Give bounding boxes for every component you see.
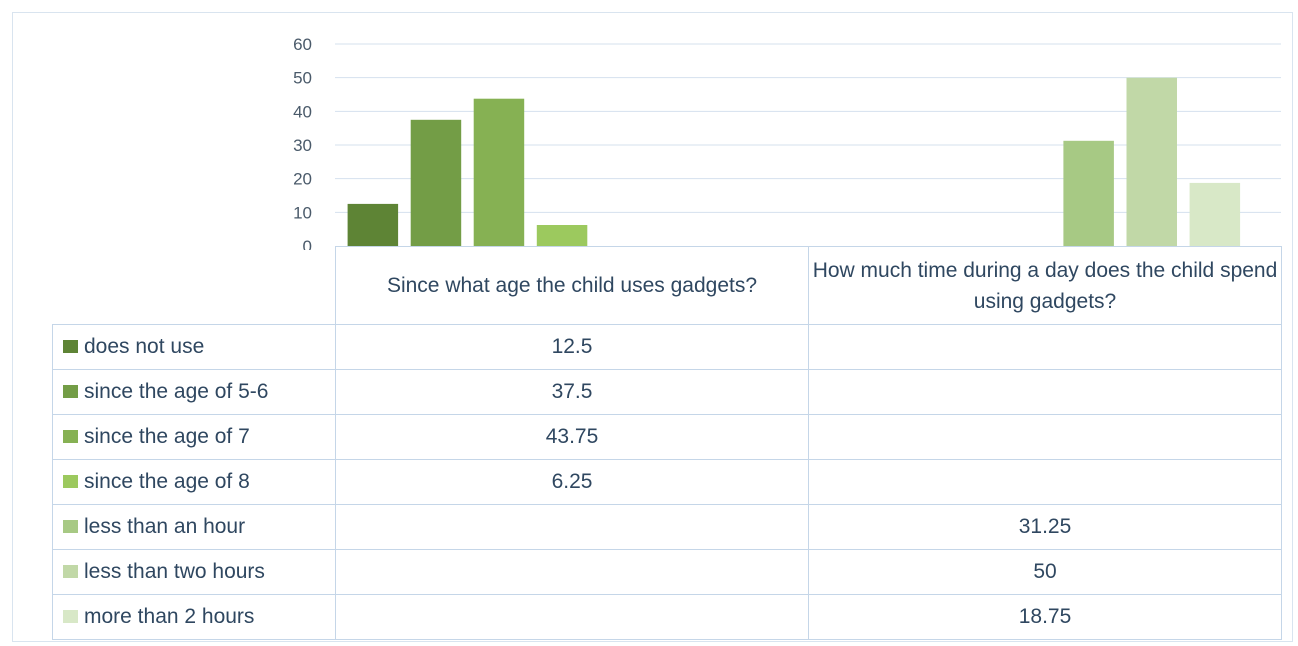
data-value-label bbox=[808, 369, 1282, 415]
series-name: does not use bbox=[84, 335, 205, 358]
data-value-label bbox=[808, 324, 1282, 370]
data-value-label: 37.5 bbox=[335, 369, 809, 415]
data-value-label bbox=[335, 504, 809, 550]
data-value-label: 31.25 bbox=[808, 504, 1282, 550]
series-name: since the age of 5-6 bbox=[84, 380, 269, 403]
y-tick-label: 0 bbox=[303, 237, 312, 250]
table-row: since the age of 7 43.75 bbox=[52, 414, 1282, 460]
series-label-cell: more than 2 hours bbox=[52, 594, 336, 640]
data-value-label bbox=[335, 549, 809, 595]
legend-key-icon bbox=[63, 430, 78, 443]
table-row: less than two hours 50 bbox=[52, 549, 1282, 595]
series-name: more than 2 hours bbox=[84, 605, 255, 628]
data-value-label bbox=[335, 594, 809, 640]
legend-key-icon bbox=[63, 385, 78, 398]
legend-key-icon bbox=[63, 565, 78, 578]
series-label-cell: less than two hours bbox=[52, 549, 336, 595]
bar-less-than-two-hours bbox=[1126, 77, 1177, 246]
bar-since-the-age-of-5-6 bbox=[410, 119, 462, 247]
legend-key-icon bbox=[63, 520, 78, 533]
data-value-label: 12.5 bbox=[335, 324, 809, 370]
bar-does-not-use bbox=[347, 203, 399, 246]
data-value-label: 18.75 bbox=[808, 594, 1282, 640]
series-label-cell: does not use bbox=[52, 324, 336, 370]
bar-more-than-2-hours bbox=[1189, 182, 1241, 246]
y-tick-label: 20 bbox=[293, 170, 312, 189]
y-tick-label: 40 bbox=[293, 102, 312, 121]
bar-since-the-age-of-7 bbox=[473, 98, 525, 246]
table-header-row: Since what age the child uses gadgets? Ho… bbox=[52, 246, 1282, 325]
bar-since-the-age-of-8 bbox=[536, 225, 588, 246]
category-label: How much time during a day does the chil… bbox=[808, 246, 1282, 325]
chart-plot: 0 10 20 30 40 50 60 bbox=[293, 35, 1281, 250]
table-row: more than 2 hours 18.75 bbox=[52, 594, 1282, 640]
series-label-cell: since the age of 5-6 bbox=[52, 369, 336, 415]
series-label-cell: less than an hour bbox=[52, 504, 336, 550]
data-value-label bbox=[808, 414, 1282, 460]
table-row: does not use 12.5 bbox=[52, 324, 1282, 370]
series-name: less than an hour bbox=[84, 515, 246, 538]
data-table: Since what age the child uses gadgets? Ho… bbox=[52, 246, 1282, 640]
chart-frame bbox=[12, 12, 1293, 642]
data-value-label: 50 bbox=[808, 549, 1282, 595]
data-value-label: 43.75 bbox=[335, 414, 809, 460]
series-label-cell: since the age of 8 bbox=[52, 459, 336, 505]
legend-key-icon bbox=[63, 340, 78, 353]
bar-less-than-an-hour bbox=[1063, 140, 1114, 246]
table-row: since the age of 5-6 37.5 bbox=[52, 369, 1282, 415]
table-corner bbox=[52, 246, 336, 325]
y-tick-label: 50 bbox=[293, 69, 312, 88]
y-tick-label: 60 bbox=[293, 35, 312, 54]
legend-key-icon bbox=[63, 610, 78, 623]
series-label-cell: since the age of 7 bbox=[52, 414, 336, 460]
y-tick-label: 30 bbox=[293, 136, 312, 155]
y-tick-label: 10 bbox=[293, 203, 312, 222]
data-value-label: 6.25 bbox=[335, 459, 809, 505]
series-name: since the age of 7 bbox=[84, 425, 250, 448]
series-name: less than two hours bbox=[84, 560, 265, 583]
table-row: since the age of 8 6.25 bbox=[52, 459, 1282, 505]
series-name: since the age of 8 bbox=[84, 470, 250, 493]
legend-key-icon bbox=[63, 475, 78, 488]
data-value-label bbox=[808, 459, 1282, 505]
category-label: Since what age the child uses gadgets? bbox=[335, 246, 809, 325]
table-row: less than an hour 31.25 bbox=[52, 504, 1282, 550]
